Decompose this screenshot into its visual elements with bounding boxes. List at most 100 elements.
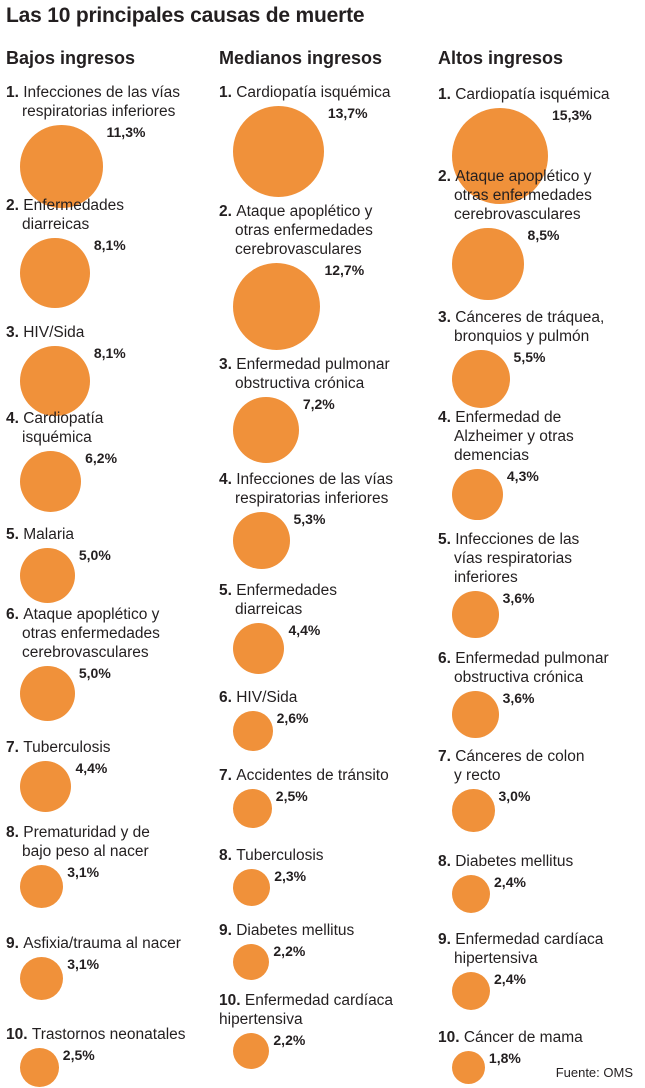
column-header-low-income: Bajos ingresos	[6, 48, 136, 68]
cause-label-line: isquémica	[22, 429, 92, 446]
bubble-middle-6	[233, 711, 273, 751]
value-label-high-9: 2,4%	[494, 971, 526, 987]
cause-label-high-1: 1. Cardiopatía isquémica	[438, 85, 609, 104]
cause-label-line: Enfermedad pulmonar	[455, 650, 609, 667]
rank-number: 10.	[219, 992, 245, 1009]
rank-number: 8.	[438, 853, 456, 870]
bubble-middle-5	[233, 623, 285, 675]
value-label-high-4: 4,3%	[506, 468, 539, 484]
cause-label-line: Alzheimer y otras	[454, 428, 574, 445]
cause-label-line: respiratorias inferiores	[235, 490, 389, 507]
value-label-low-8: 3,1%	[67, 864, 100, 880]
rank-number: 3.	[6, 324, 24, 341]
cause-label-middle-7: 7. Accidentes de tránsito	[219, 766, 389, 785]
bubble-high-1	[452, 108, 548, 204]
bubble-low-6	[20, 666, 75, 721]
value-label-low-10: 2,5%	[62, 1047, 95, 1063]
value-label-high-6: 3,6%	[502, 690, 535, 706]
cause-label-low-5: 5. Malaria	[6, 525, 74, 544]
value-label-high-7: 3,0%	[498, 788, 531, 804]
rank-number: 2.	[6, 197, 24, 214]
value-label-middle-3: 7,2%	[302, 396, 335, 412]
bubble-low-2	[20, 238, 90, 308]
cause-label-low-4: 4. Cardiopatía isquémica	[6, 409, 103, 447]
column-header-high-income: Altos ingresos	[438, 48, 564, 68]
source-note: Fuente: OMS	[555, 1065, 633, 1080]
rank-number: 5.	[438, 531, 456, 548]
rank-number: 10.	[438, 1029, 464, 1046]
cause-label-middle-6: 6. HIV/Sida	[219, 688, 297, 707]
cause-label-high-3: 3. Cánceres de tráquea, bronquios y pulmó…	[438, 308, 604, 346]
value-label-low-7: 4,4%	[75, 760, 108, 776]
value-label-low-9: 3,1%	[67, 956, 100, 972]
cause-label-line: Ataque apoplético y	[23, 606, 160, 623]
cause-label-line: Enfermedad cardíaca	[244, 992, 394, 1009]
cause-label-low-2: 2. Enfermedades diarreicas	[6, 196, 124, 234]
cause-label-line: bajo peso al nacer	[22, 843, 149, 860]
cause-label-line: diarreicas	[235, 601, 303, 618]
cause-label-high-2: 2. Ataque apoplético y otras enfermedades…	[438, 167, 592, 224]
cause-label-middle-10: 10. Enfermedad cardíaca hipertensiva	[219, 991, 393, 1029]
bubble-low-7	[20, 761, 72, 813]
value-label-high-5: 3,6%	[502, 590, 535, 606]
rank-number: 10.	[6, 1026, 32, 1043]
cause-label-middle-5: 5. Enfermedades diarreicas	[219, 581, 337, 619]
cause-label-line: hipertensiva	[219, 1011, 303, 1028]
cause-label-middle-3: 3. Enfermedad pulmonar obstructiva crónic…	[219, 355, 390, 393]
cause-label-line: Cánceres de colon	[455, 748, 585, 765]
cause-label-line: vías respiratorias	[454, 550, 573, 567]
cause-label-line: cerebrovasculares	[454, 206, 581, 223]
bubble-high-3	[452, 350, 510, 408]
value-label-low-1: 11,3%	[106, 124, 146, 140]
rank-number: 8.	[6, 824, 24, 841]
cause-label-line: Prematuridad y de	[23, 824, 150, 841]
cause-label-line: Tuberculosis	[23, 739, 111, 756]
cause-label-line: Enfermedades	[23, 197, 125, 214]
bubble-low-5	[20, 548, 75, 603]
value-label-middle-8: 2,3%	[274, 868, 307, 884]
cause-label-line: y recto	[454, 767, 501, 784]
cause-label-high-5: 5. Infecciones de las vías respiratorias i…	[438, 530, 579, 587]
rank-number: 2.	[219, 203, 237, 220]
bubble-high-6	[452, 691, 499, 738]
value-label-middle-6: 2,6%	[276, 710, 309, 726]
bubble-middle-3	[233, 397, 299, 463]
rank-number: 1.	[219, 84, 237, 101]
bubble-low-3	[20, 346, 90, 416]
bubble-high-2	[452, 228, 524, 300]
bubble-high-8	[452, 875, 491, 914]
bubble-middle-1	[233, 106, 324, 197]
cause-label-line: respiratorias inferiores	[22, 103, 176, 120]
bubble-low-10	[20, 1048, 59, 1087]
value-label-low-4: 6,2%	[85, 450, 118, 466]
cause-label-line: otras enfermedades	[22, 625, 160, 642]
value-label-low-2: 8,1%	[93, 237, 126, 253]
rank-number: 6.	[438, 650, 456, 667]
bubble-low-4	[20, 451, 82, 513]
cause-label-line: diarreicas	[22, 216, 90, 233]
cause-label-line: Ataque apoplético y	[236, 203, 373, 220]
cause-label-low-9: 9. Asfixia/trauma al nacer	[6, 934, 181, 953]
rank-number: 7.	[219, 767, 237, 784]
cause-label-line: demencias	[454, 447, 529, 464]
bubble-low-8	[20, 865, 64, 909]
cause-label-line: obstructiva crónica	[235, 375, 365, 392]
cause-label-line: cerebrovasculares	[235, 241, 362, 258]
value-label-high-2: 8,5%	[527, 227, 560, 243]
cause-label-line: Cáncer de mama	[463, 1029, 583, 1046]
cause-label-line: Accidentes de tránsito	[236, 767, 389, 784]
cause-label-line: Enfermedad cardíaca	[455, 931, 604, 948]
rank-number: 6.	[219, 689, 237, 706]
cause-label-high-9: 9. Enfermedad cardíaca hipertensiva	[438, 930, 603, 968]
value-label-low-6: 5,0%	[78, 665, 111, 681]
rank-number: 3.	[438, 309, 456, 326]
rank-number: 5.	[6, 526, 24, 543]
cause-label-high-4: 4. Enfermedad de Alzheimer y otras demenci…	[438, 408, 574, 465]
cause-label-line: Enfermedades	[236, 582, 338, 599]
cause-label-line: Cardiopatía	[23, 410, 104, 427]
cause-label-line: Trastornos neonatales	[31, 1026, 186, 1043]
cause-label-line: Cánceres de tráquea,	[455, 309, 605, 326]
value-label-middle-1: 13,7%	[327, 105, 368, 121]
value-label-high-3: 5,5%	[513, 349, 546, 365]
cause-label-line: otras enfermedades	[235, 222, 373, 239]
